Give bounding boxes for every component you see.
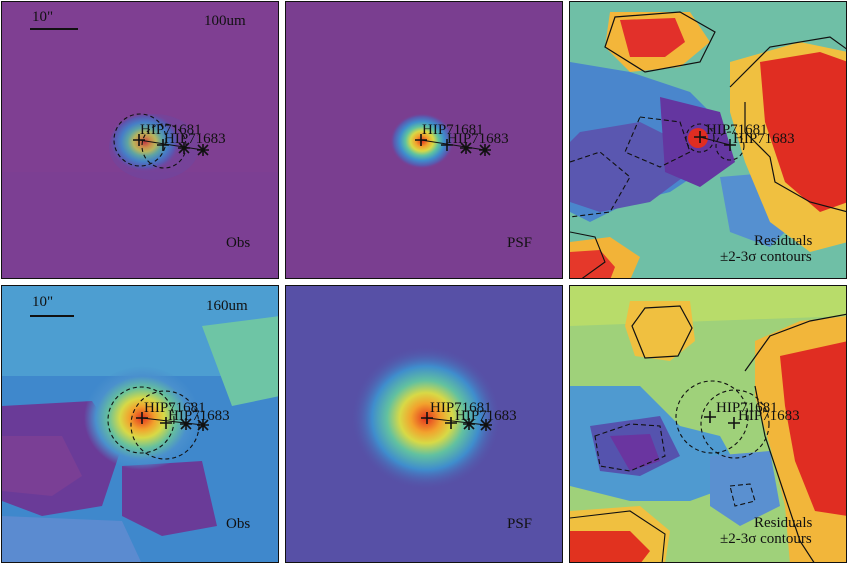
panel-label: Residuals <box>754 515 813 531</box>
source-tag-secondary: HIP71683 <box>455 408 517 424</box>
panel-160um-residuals: Residuals ±2-3σ contours <box>569 285 847 563</box>
panel-label-2: ±2-3σ contours <box>720 249 812 265</box>
panel-label: PSF <box>507 516 533 532</box>
heatmap-160um-psf <box>286 286 562 562</box>
source-tag-primary: HIP71681 <box>144 400 206 416</box>
source-tag-secondary: HIP71683 <box>164 131 226 147</box>
source-tag-primary: HIP71681 <box>706 122 768 138</box>
heatmap-160um-residuals <box>570 286 846 562</box>
scalebar-label: 10" <box>32 9 54 25</box>
panel-label: Obs <box>226 235 251 251</box>
source-tag-secondary: HIP71683 <box>733 131 795 147</box>
scalebar <box>30 28 78 30</box>
panel-100um-obs: 10" 100um Obs <box>1 1 279 279</box>
scalebar-label: 10" <box>32 294 54 310</box>
source-tag-secondary: HIP71683 <box>447 131 509 147</box>
panel-label-2: ±2-3σ contours <box>720 531 812 547</box>
panel-160um-obs: 10" 160um Obs <box>1 285 279 563</box>
source-tag-secondary: HIP71683 <box>168 408 230 424</box>
panel-160um-psf: PSF <box>285 285 563 563</box>
source-tag-secondary: HIP71683 <box>738 408 800 424</box>
panel-label: Obs <box>226 516 251 532</box>
source-tag-primary: HIP71681 <box>716 400 778 416</box>
band-label: 160um <box>206 298 248 314</box>
source-tag-primary: HIP71681 <box>422 122 484 138</box>
source-tag-primary: HIP71681 <box>140 122 202 138</box>
heatmap-100um-obs <box>2 2 278 278</box>
heatmap-100um-residuals <box>570 2 846 278</box>
panel-100um-psf: PSF <box>285 1 563 279</box>
panel-label: PSF <box>507 235 533 251</box>
panel-100um-residuals: Residuals ±2-3σ contours <box>569 1 847 279</box>
source-tag-primary: HIP71681 <box>430 400 492 416</box>
band-label: 100um <box>204 13 246 29</box>
panel-label: Residuals <box>754 233 813 249</box>
scalebar <box>30 315 74 317</box>
